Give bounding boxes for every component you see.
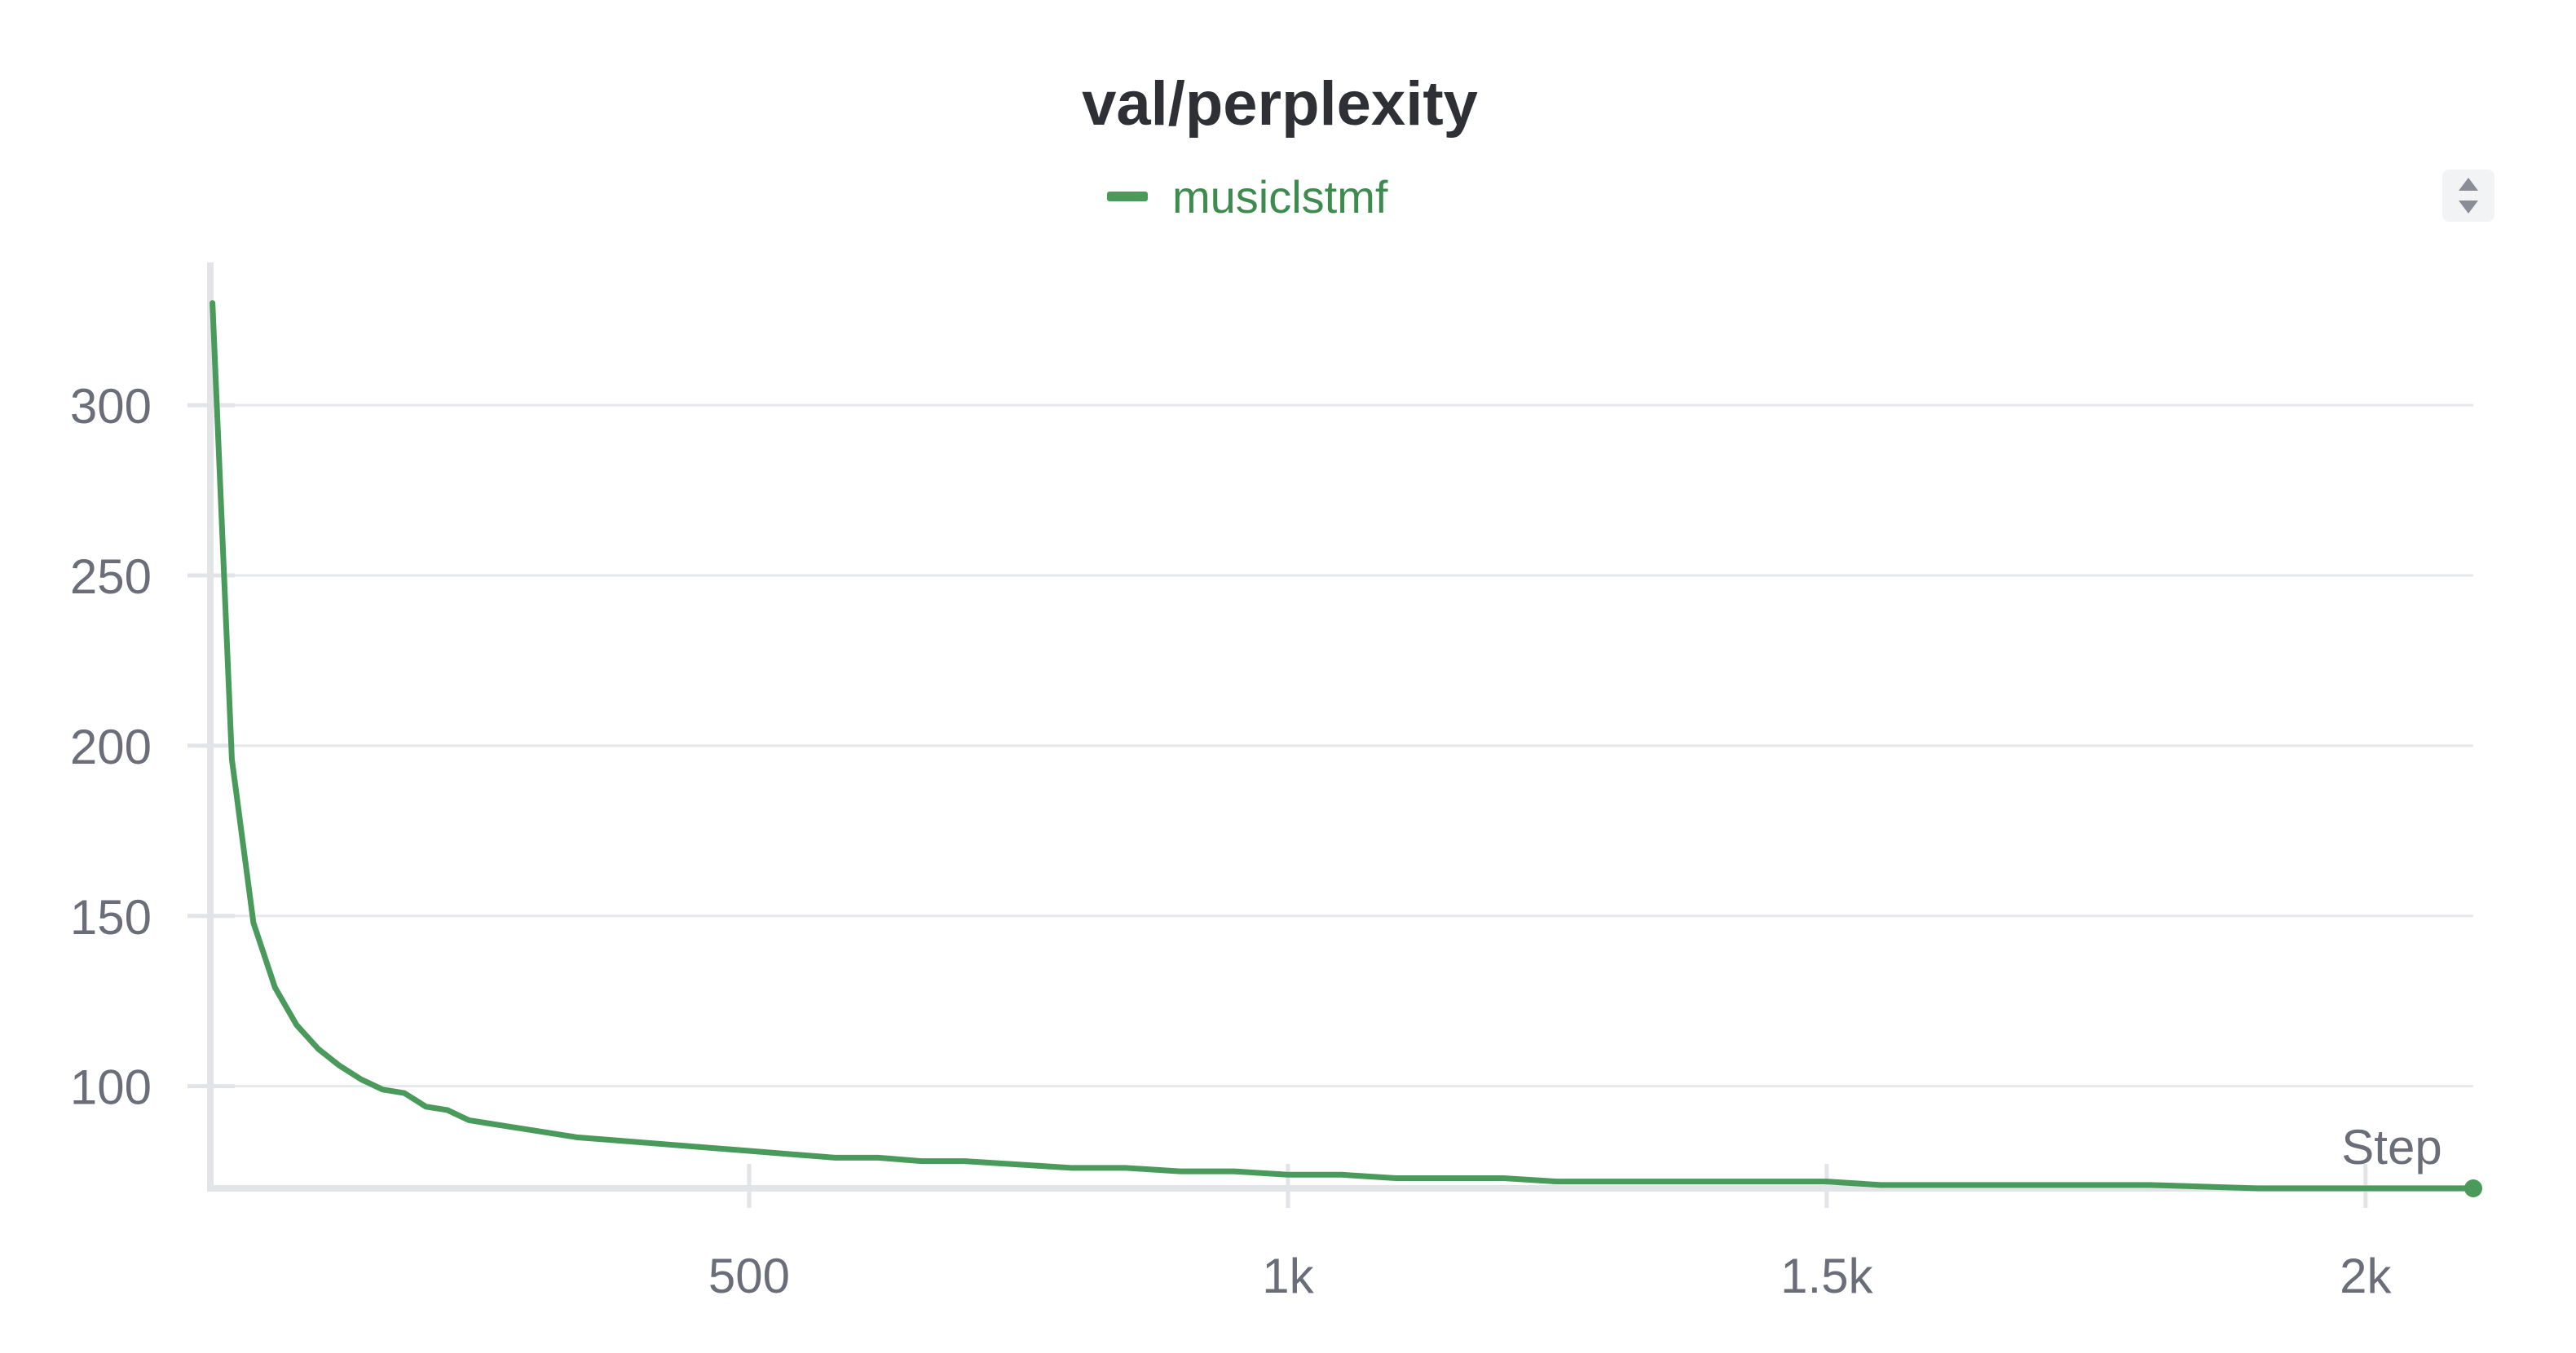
series-line-musiclstmf <box>210 300 2477 1192</box>
y-tick-label: 100 <box>70 1060 152 1115</box>
y-tick-label: 300 <box>70 379 152 434</box>
y-tick-label: 200 <box>70 720 152 774</box>
legend-item-musiclstmf[interactable]: musiclstmf <box>1107 168 1387 225</box>
x-tick-label: 500 <box>708 1249 790 1303</box>
y-tick-label: 250 <box>70 549 152 604</box>
x-tick-label: 2k <box>2340 1249 2392 1303</box>
legend-swatch <box>1107 192 1148 201</box>
sort-icon-glyph <box>2459 178 2478 214</box>
sort-up-down-icon[interactable] <box>2442 170 2494 222</box>
x-tick-label: 1.5k <box>1780 1249 1873 1303</box>
chart-title: val/perplexity <box>1082 69 1478 139</box>
series-endpoint-marker <box>2464 1179 2482 1197</box>
x-axis-label: Step <box>2341 1120 2441 1175</box>
y-tick-label: 150 <box>70 890 152 945</box>
x-tick-label: 1k <box>1262 1249 1314 1303</box>
legend-label: musiclstmf <box>1172 170 1388 223</box>
